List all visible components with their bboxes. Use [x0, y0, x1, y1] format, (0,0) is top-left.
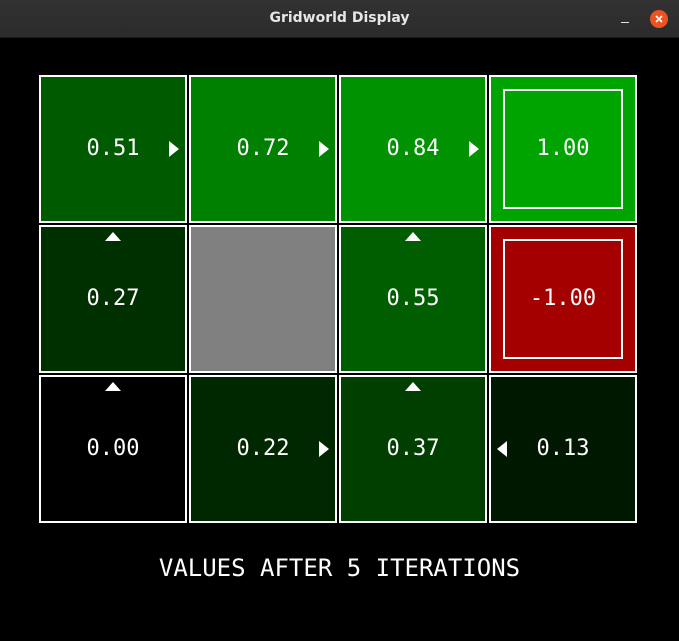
grid-canvas: 0.51 0.72 0.84 1.00 0.27 0.55 -1.00 0.00 0.22 0.3… — [0, 38, 679, 641]
close-icon — [655, 15, 663, 23]
cell-value: 0.27 — [86, 286, 140, 311]
cell-value: -1.00 — [529, 286, 597, 311]
cell-value: 0.84 — [386, 136, 440, 161]
cell-value: 0.72 — [236, 136, 290, 161]
terminal-frame — [503, 89, 623, 209]
arrow-up-icon — [105, 232, 121, 241]
wall-cell — [189, 225, 337, 373]
close-button[interactable] — [650, 10, 668, 28]
terminal-cell: 1.00 — [489, 75, 637, 223]
grid-cell: 0.13 — [489, 375, 637, 523]
cell-value: 0.37 — [386, 436, 440, 461]
arrow-right-icon — [319, 141, 329, 157]
arrow-right-icon — [469, 141, 479, 157]
cell-value: 0.13 — [536, 436, 590, 461]
grid-cell: 0.51 — [39, 75, 187, 223]
minimize-button[interactable] — [616, 10, 634, 28]
grid-cell: 0.00 — [39, 375, 187, 523]
arrow-up-icon — [105, 382, 121, 391]
terminal-frame — [503, 239, 623, 359]
grid-cell: 0.27 — [39, 225, 187, 373]
grid-cell: 0.22 — [189, 375, 337, 523]
iterations-caption: VALUES AFTER 5 ITERATIONS — [158, 554, 521, 582]
cell-value: 0.55 — [386, 286, 440, 311]
arrow-up-icon — [405, 232, 421, 241]
grid-cell: 0.37 — [339, 375, 487, 523]
title-bar: Gridworld Display — [0, 0, 679, 38]
arrow-right-icon — [319, 441, 329, 457]
cell-value: 0.51 — [86, 136, 140, 161]
minimize-icon — [621, 22, 629, 23]
cell-value: 1.00 — [536, 136, 590, 161]
grid-cell: 0.55 — [339, 225, 487, 373]
cell-value: 0.00 — [86, 436, 140, 461]
arrow-left-icon — [497, 441, 507, 457]
terminal-cell: -1.00 — [489, 225, 637, 373]
grid-cell: 0.84 — [339, 75, 487, 223]
arrow-up-icon — [405, 382, 421, 391]
arrow-right-icon — [169, 141, 179, 157]
cell-value — [191, 227, 335, 371]
grid-cell: 0.72 — [189, 75, 337, 223]
cell-value: 0.22 — [236, 436, 290, 461]
window-title: Gridworld Display — [269, 10, 410, 26]
